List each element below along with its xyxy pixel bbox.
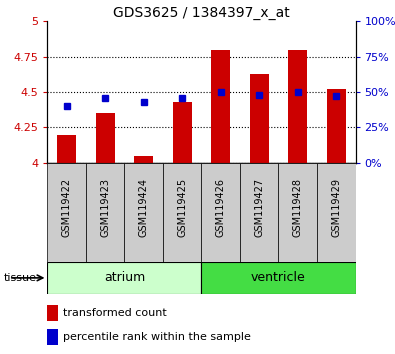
Bar [201,262,356,294]
Text: ventricle: ventricle [251,272,306,284]
Bar [47,262,201,294]
Bar [288,50,307,163]
Text: percentile rank within the sample: percentile rank within the sample [63,332,251,342]
Bar [86,163,124,262]
Text: GSM119425: GSM119425 [177,178,187,237]
Title: GDS3625 / 1384397_x_at: GDS3625 / 1384397_x_at [113,6,290,20]
Bar [278,163,317,262]
Bar [317,163,356,262]
Bar [57,135,76,163]
Bar [173,102,192,163]
Text: GSM119422: GSM119422 [62,178,71,237]
Bar [240,163,278,262]
Bar [211,50,230,163]
Bar [134,156,153,163]
Text: GSM119429: GSM119429 [331,178,341,237]
Bar [47,305,58,321]
Bar [96,113,115,163]
Bar [163,163,201,262]
Bar [327,89,346,163]
Text: GSM119426: GSM119426 [216,178,226,237]
Text: GSM119423: GSM119423 [100,178,110,237]
Bar [47,329,58,345]
Bar [124,163,163,262]
Text: tissue: tissue [4,273,37,283]
Text: GSM119427: GSM119427 [254,178,264,237]
Bar [47,163,86,262]
Text: atrium: atrium [104,272,145,284]
Bar [201,163,240,262]
Text: GSM119424: GSM119424 [139,178,149,237]
Text: GSM119428: GSM119428 [293,178,303,237]
Bar [250,74,269,163]
Text: transformed count: transformed count [63,308,167,318]
